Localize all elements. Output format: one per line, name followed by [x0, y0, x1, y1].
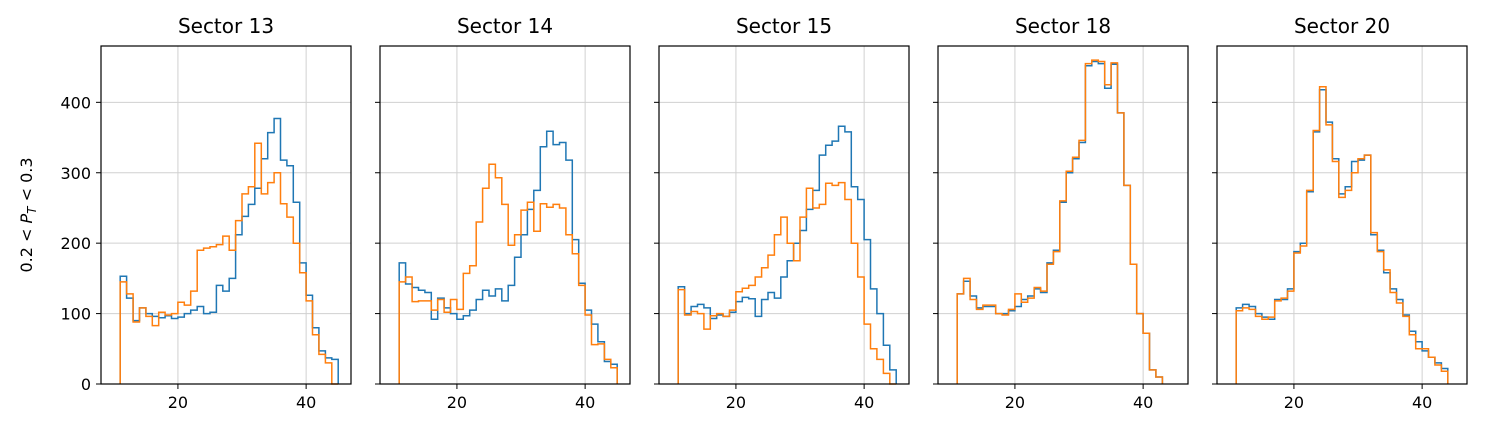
- panel-title: Sector 13: [178, 14, 274, 38]
- y-tick-label: 300: [60, 164, 91, 183]
- series-blue-step-line: [677, 125, 897, 384]
- y-axis-label: 0.2 < PT < 0.3: [17, 157, 39, 272]
- plot-frame: [937, 45, 1189, 385]
- series-orange-step-line: [398, 163, 618, 384]
- y-tick-label: 100: [60, 305, 91, 324]
- series-orange-step-line: [1235, 86, 1449, 384]
- x-tick-label: 40: [575, 393, 595, 412]
- x-tick-label: 40: [854, 393, 874, 412]
- y-tick-label: 0: [81, 375, 91, 394]
- y-tick-label: 200: [60, 234, 91, 253]
- plot-frame: [658, 45, 910, 385]
- series-blue-step-line: [398, 130, 618, 384]
- x-tick-label: 20: [1284, 393, 1304, 412]
- series-orange-step-line: [119, 142, 339, 385]
- x-tick-label: 20: [726, 393, 746, 412]
- x-tick-label: 40: [1412, 393, 1432, 412]
- y-tick-label: 400: [60, 93, 91, 112]
- panel-title: Sector 14: [457, 14, 553, 38]
- series-orange-step-line: [677, 181, 897, 385]
- x-tick-label: 20: [168, 393, 188, 412]
- x-tick-label: 40: [296, 393, 316, 412]
- plot-frame: [1216, 45, 1468, 385]
- panel-title: Sector 20: [1294, 14, 1390, 38]
- panel-title: Sector 18: [1015, 14, 1111, 38]
- series-orange-step-line: [956, 59, 1164, 384]
- x-tick-label: 20: [447, 393, 467, 412]
- x-tick-label: 20: [1005, 393, 1025, 412]
- panel-title: Sector 15: [736, 14, 832, 38]
- plot-frame: [100, 45, 352, 385]
- series-blue-step-line: [119, 117, 339, 384]
- x-tick-label: 40: [1133, 393, 1153, 412]
- plot-frame: [379, 45, 631, 385]
